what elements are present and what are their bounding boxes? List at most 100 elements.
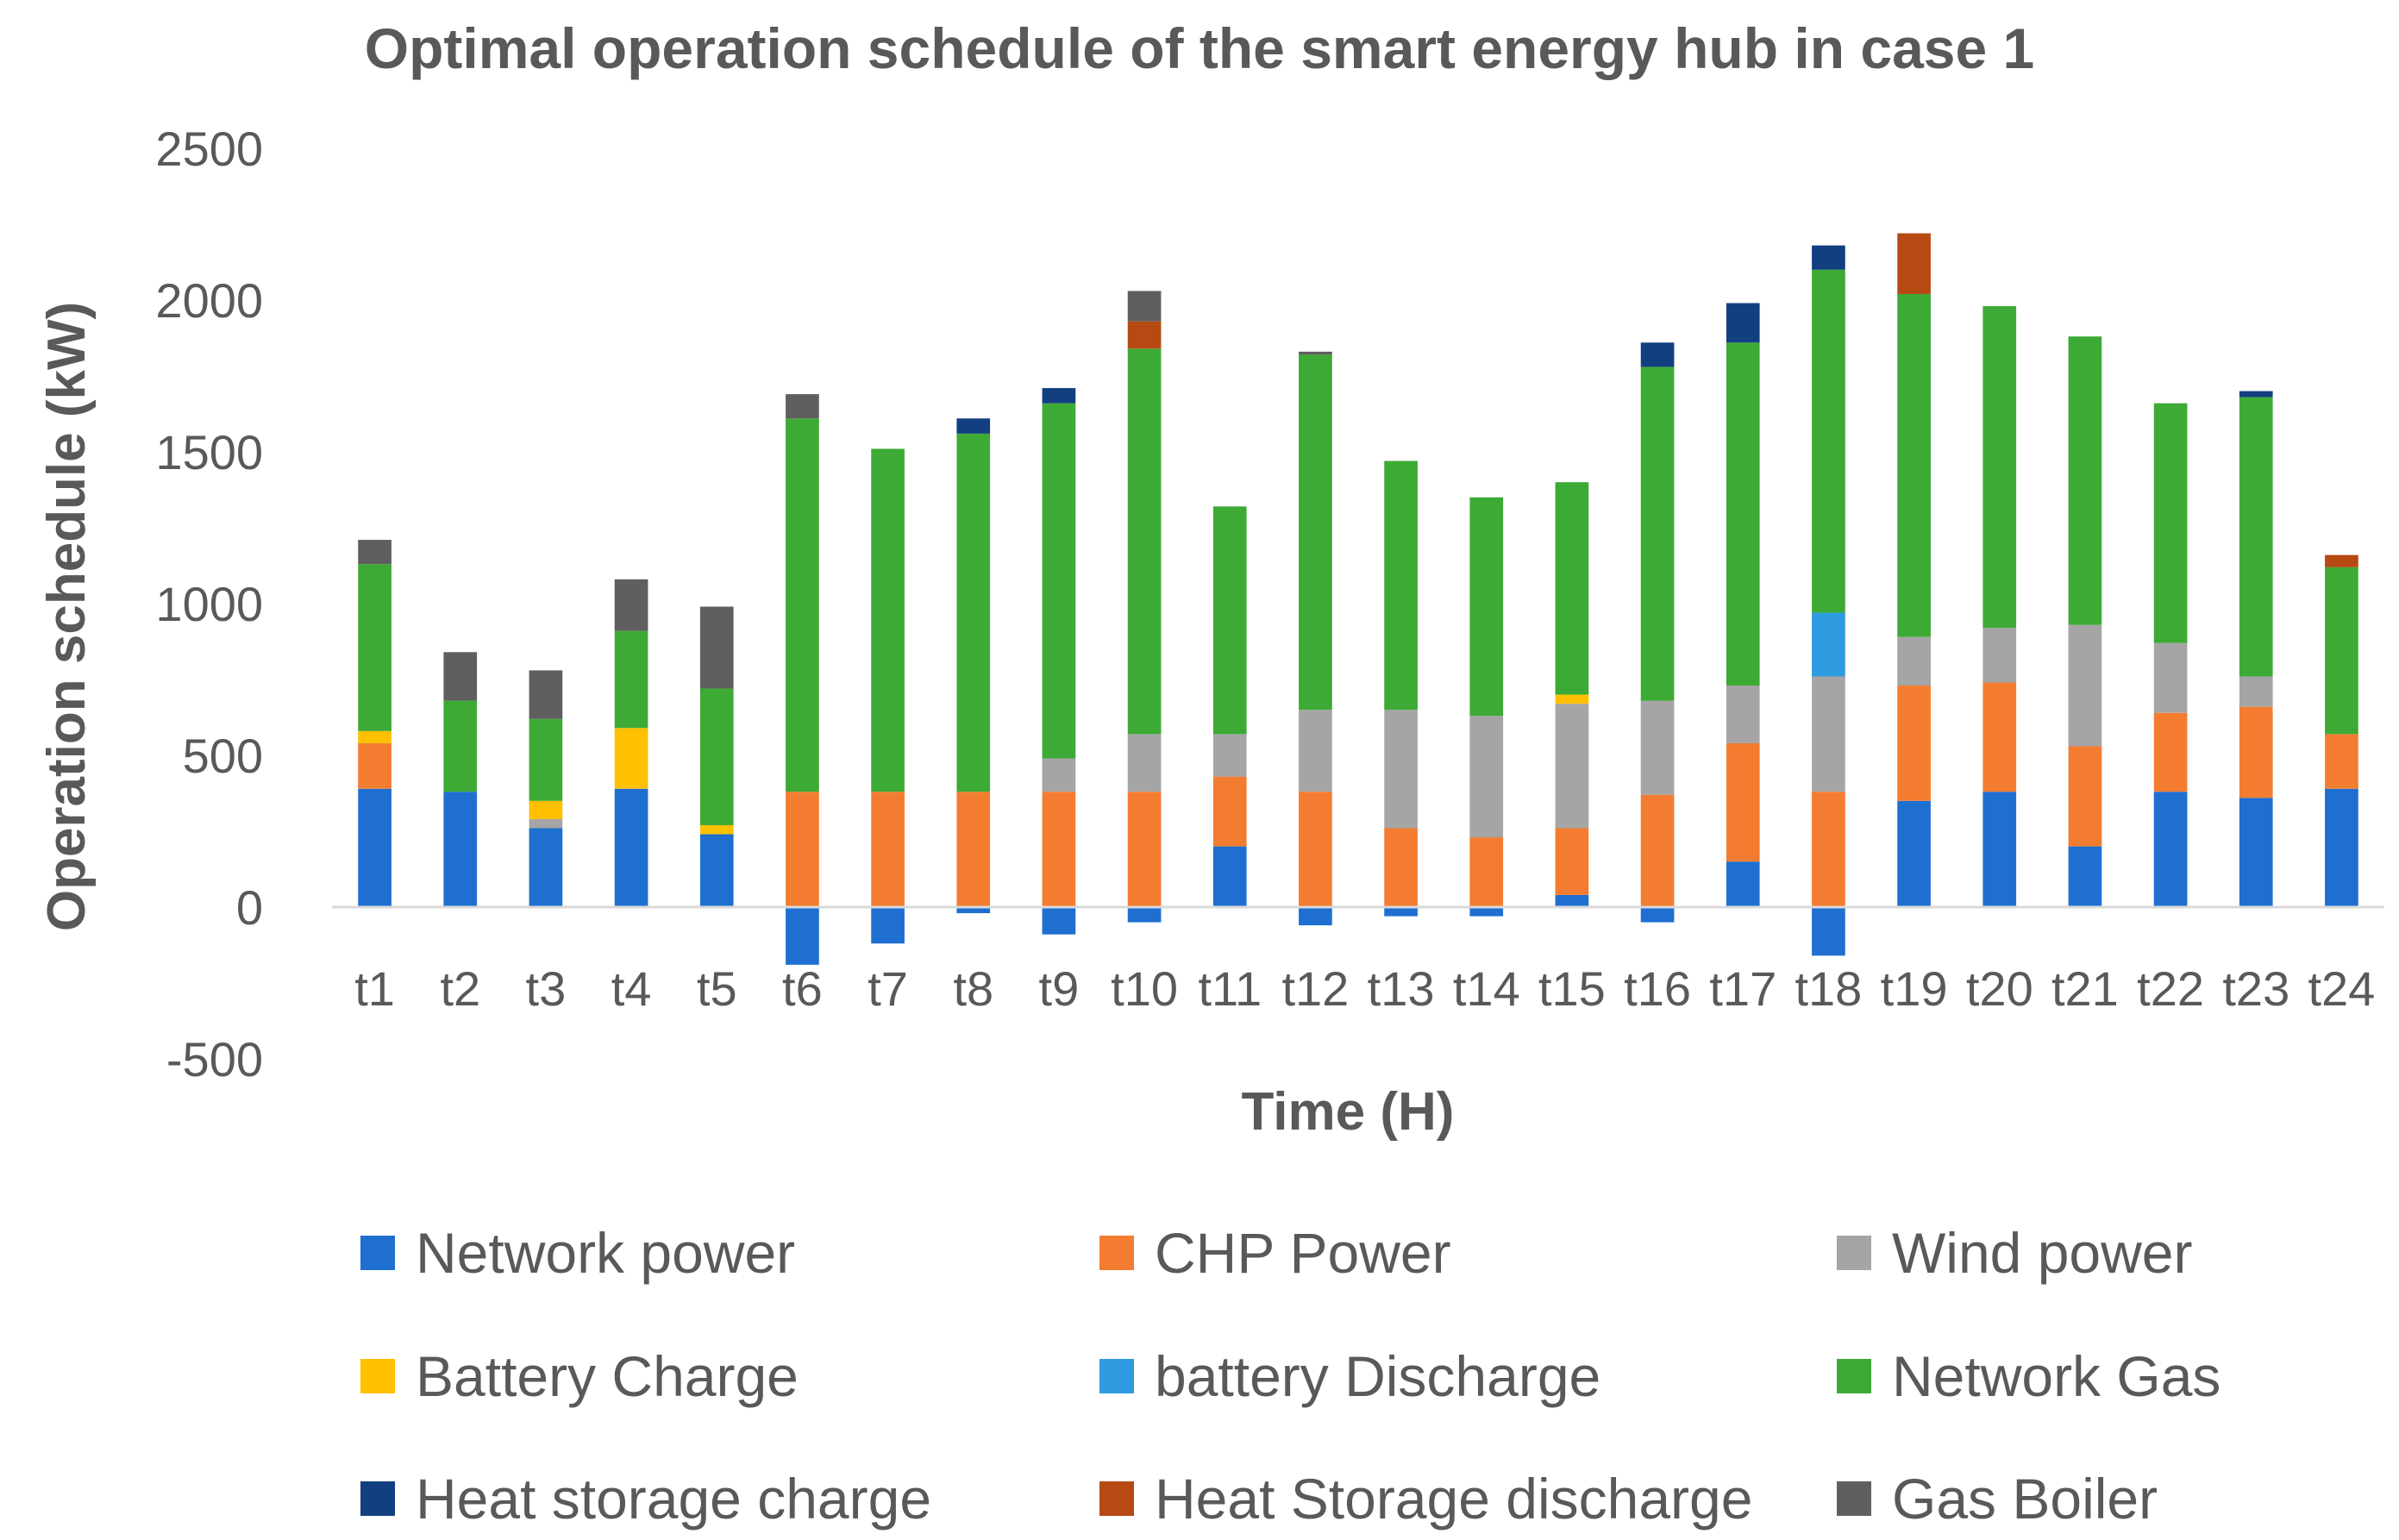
x-tick-label-t5: t5 [697,961,737,1016]
bar-t22-series-5 [2153,403,2188,643]
bar-t20-series-0 [1982,792,2017,907]
bar-t3-series-8 [529,670,563,719]
bar-t2-series-8 [443,652,478,701]
bar-t15-series-2 [1555,704,1589,829]
bar-t23-series-6 [2239,391,2273,398]
x-tick-label-t13: t13 [1368,961,1435,1016]
bar-t3-series-5 [529,718,563,801]
bar-t9-series-1 [1042,792,1076,907]
bar-t21-series-2 [2068,624,2102,747]
legend-swatch-7 [1099,1481,1134,1516]
bar-t18-series-4 [1812,612,1845,677]
legend-swatch-8 [1837,1481,1871,1516]
bar-t18-series-1 [1812,792,1845,907]
x-tick-label-t9: t9 [1039,961,1080,1016]
bar-t16-series-0 [1640,907,1675,923]
bar-t17-series-2 [1726,685,1760,743]
bar-t11-series-1 [1212,776,1247,847]
legend-label-1: CHP Power [1155,1221,1451,1285]
bar-t14-series-0 [1469,907,1504,917]
bar-t18-series-6 [1812,245,1845,270]
bar-t6-series-5 [786,418,819,792]
bar-t24-series-0 [2325,788,2358,907]
x-tick-label-t12: t12 [1281,961,1349,1016]
bar-t7-series-1 [871,792,905,907]
x-tick-label-t24: t24 [2308,961,2375,1016]
legend-label-3: Battery Charge [416,1344,799,1408]
bar-t20-series-2 [1982,628,2017,683]
legend-swatch-0 [360,1236,395,1270]
bar-t4-series-3 [614,728,648,789]
x-tick-label-t17: t17 [1709,961,1776,1016]
x-tick-label-t10: t10 [1111,961,1178,1016]
bar-t10-series-0 [1127,907,1162,923]
legend-swatch-1 [1099,1236,1134,1270]
x-tick-label-t14: t14 [1453,961,1520,1016]
bar-t1-series-5 [358,564,391,731]
y-tick-label: 1000 [155,577,263,631]
bars-layer [358,233,2358,965]
legend-label-0: Network power [416,1221,795,1285]
bar-t24-series-5 [2325,567,2358,735]
bar-t22-series-1 [2153,712,2188,792]
bar-t21-series-0 [2068,846,2102,907]
x-tick-label-t8: t8 [953,961,993,1016]
bar-t16-series-6 [1640,342,1675,367]
bar-t3-series-0 [529,828,563,907]
bar-t19-series-7 [1897,233,1931,294]
bar-t18-series-2 [1812,676,1845,792]
bar-t1-series-0 [358,788,391,907]
legend-swatch-6 [360,1481,395,1516]
bar-t15-series-5 [1555,482,1589,695]
legend-swatch-5 [1837,1359,1871,1393]
bar-t8-series-0 [956,907,991,914]
bar-t8-series-6 [956,418,991,434]
x-tick-label-t19: t19 [1881,961,1948,1016]
bar-t11-series-5 [1212,506,1247,735]
legend-label-7: Heat Storage discharge [1155,1467,1752,1531]
bar-t19-series-1 [1897,685,1931,801]
bar-t10-series-1 [1127,792,1162,907]
bar-t22-series-0 [2153,792,2188,907]
x-tick-label-t6: t6 [782,961,823,1016]
bar-t19-series-0 [1897,800,1931,907]
bar-t12-series-2 [1299,710,1332,792]
bar-t10-series-2 [1127,734,1162,792]
x-tick-label-t21: t21 [2051,961,2119,1016]
bar-t17-series-5 [1726,342,1760,686]
legend-swatch-3 [360,1359,395,1393]
bar-t1-series-8 [358,540,391,565]
bar-t5-series-5 [699,688,734,825]
x-tick-label-t1: t1 [354,961,395,1016]
bar-t7-series-0 [871,907,905,944]
bar-t21-series-1 [2068,746,2102,847]
bar-t14-series-2 [1469,716,1504,838]
bar-t2-series-5 [443,700,478,792]
bar-t10-series-8 [1127,291,1162,322]
bar-t19-series-5 [1897,293,1931,637]
y-tick-label: 2500 [155,122,263,176]
x-tick-label-t4: t4 [611,961,652,1016]
bar-t4-series-0 [614,788,648,907]
bar-t15-series-0 [1555,894,1589,907]
bar-t12-series-8 [1299,351,1332,355]
y-tick-label: 2000 [155,273,263,328]
x-tick-label-t16: t16 [1624,961,1691,1016]
bar-t6-series-1 [786,792,819,907]
bar-t13-series-0 [1384,907,1418,917]
bar-t5-series-3 [699,824,734,835]
bar-t1-series-3 [358,730,391,743]
bar-t12-series-5 [1299,354,1332,711]
bar-t13-series-1 [1384,828,1418,907]
bar-t23-series-0 [2239,798,2273,907]
bar-t16-series-1 [1640,794,1675,907]
x-tick-label-t3: t3 [526,961,567,1016]
bar-t23-series-2 [2239,676,2273,707]
x-tick-label-t20: t20 [1966,961,2033,1016]
bar-t16-series-2 [1640,700,1675,795]
bar-t9-series-6 [1042,388,1076,404]
bar-t3-series-2 [529,818,563,829]
bar-t9-series-0 [1042,907,1076,935]
bar-t8-series-5 [956,433,991,792]
